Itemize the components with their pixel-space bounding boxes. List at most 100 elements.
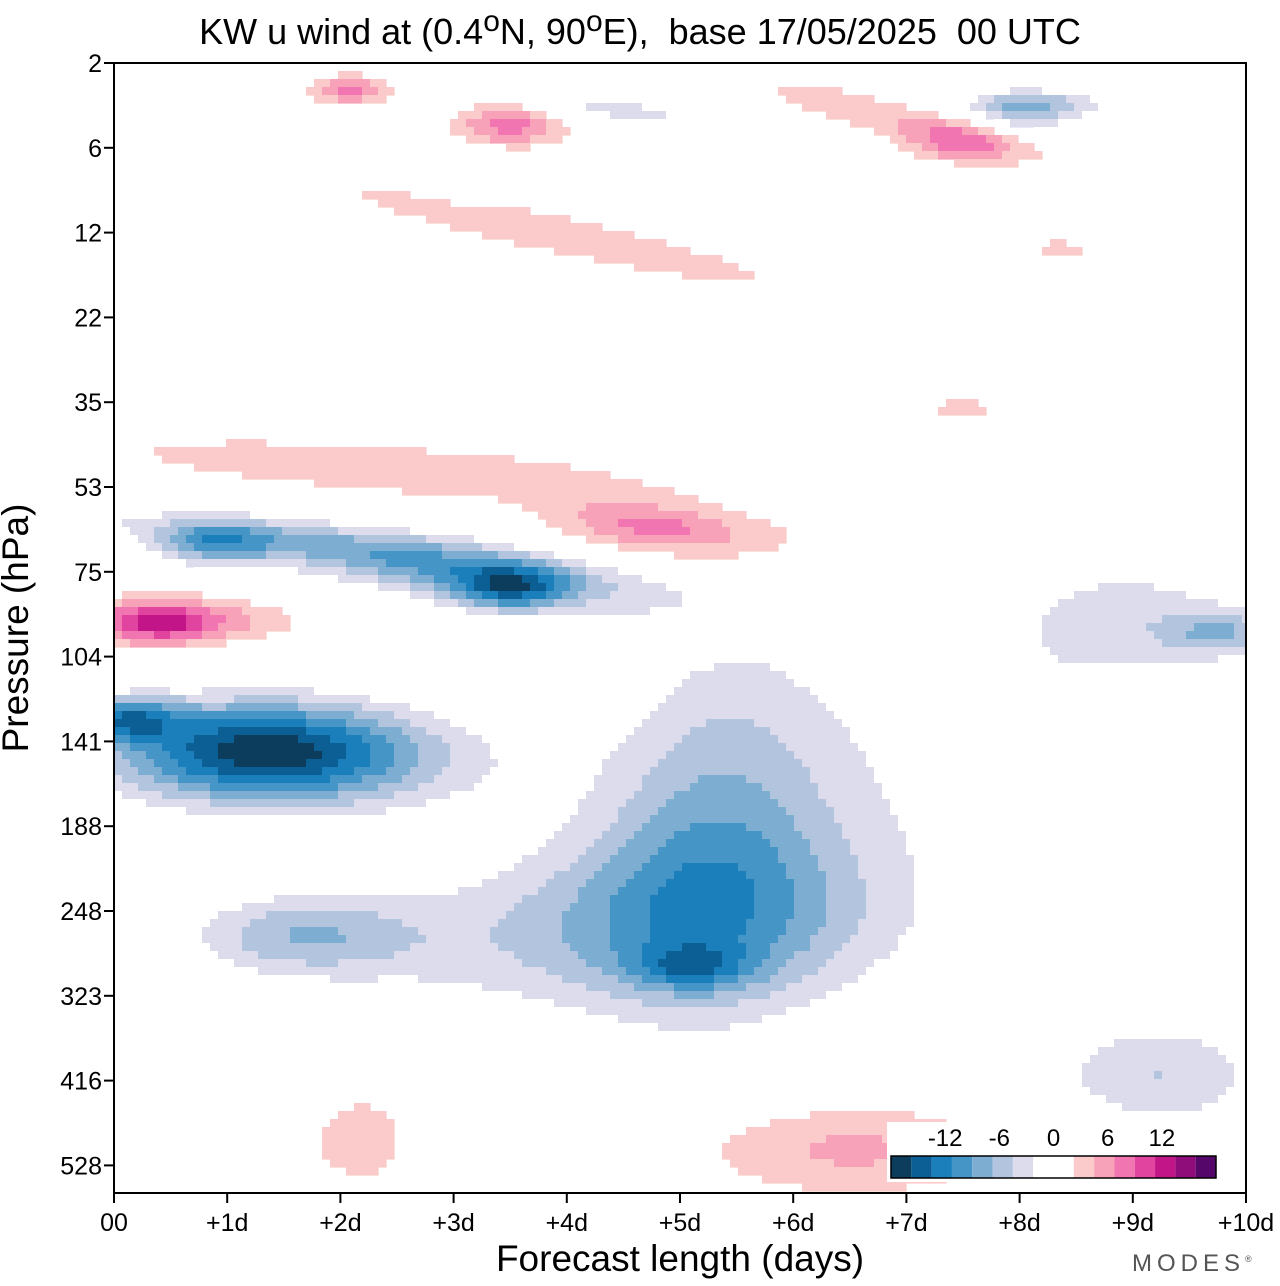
contour-cell <box>298 519 307 528</box>
contour-cell <box>514 463 523 472</box>
contour-cell <box>1050 671 1059 680</box>
contour-cell <box>498 607 507 616</box>
contour-cell <box>906 751 915 760</box>
contour-cell <box>138 695 147 704</box>
contour-cell <box>314 79 323 88</box>
contour-cell <box>466 455 475 464</box>
contour-cell <box>986 599 995 608</box>
contour-cell <box>354 87 363 96</box>
contour-cell <box>842 439 851 448</box>
contour-cell <box>562 759 571 768</box>
contour-cell <box>362 767 371 776</box>
contour-cell <box>450 575 459 584</box>
contour-cell <box>978 407 987 416</box>
contour-cell <box>570 487 579 496</box>
contour-cell <box>842 663 851 672</box>
contour-cell <box>970 791 979 800</box>
contour-cell <box>386 751 395 760</box>
contour-cell <box>482 135 491 144</box>
contour-cell <box>938 727 947 736</box>
contour-cell <box>1202 655 1211 664</box>
contour-cell <box>442 823 451 832</box>
contour-cell <box>922 791 931 800</box>
contour-cell <box>890 807 899 816</box>
contour-cell <box>490 167 499 176</box>
contour-cell <box>666 247 675 256</box>
contour-cell <box>466 215 475 224</box>
contour-cell <box>386 471 395 480</box>
contour-cell <box>778 735 787 744</box>
contour-cell <box>570 87 579 96</box>
contour-cell <box>746 703 755 712</box>
contour-cell <box>826 87 835 96</box>
contour-cell <box>666 735 675 744</box>
contour-cell <box>1026 743 1035 752</box>
contour-cell <box>602 799 611 808</box>
contour-cell <box>282 623 291 632</box>
contour-cell <box>314 751 323 760</box>
contour-cell <box>890 711 899 720</box>
contour-cell <box>306 759 315 768</box>
contour-cell <box>490 551 499 560</box>
contour-cell <box>1130 695 1139 704</box>
contour-cell <box>162 743 171 752</box>
contour-cell <box>898 111 907 120</box>
contour-cell <box>138 631 147 640</box>
contour-cell <box>706 119 715 128</box>
contour-cell <box>1074 719 1083 728</box>
contour-cell <box>826 751 835 760</box>
contour-cell <box>1154 591 1163 600</box>
contour-cell <box>514 767 523 776</box>
contour-cell <box>778 623 787 632</box>
contour-cell <box>386 455 395 464</box>
contour-cell <box>402 727 411 736</box>
contour-cell <box>898 671 907 680</box>
contour-cell <box>306 687 315 696</box>
contour-cell <box>1082 727 1091 736</box>
contour-cell <box>922 671 931 680</box>
contour-cell <box>242 719 251 728</box>
contour-cell <box>330 823 339 832</box>
contour-cell <box>850 815 859 824</box>
contour-cell <box>178 791 187 800</box>
contour-cell <box>866 783 875 792</box>
contour-cell <box>642 799 651 808</box>
contour-cell <box>354 519 363 528</box>
contour-cell <box>466 799 475 808</box>
contour-cell <box>306 535 315 544</box>
contour-cell <box>418 695 427 704</box>
contour-cell <box>1026 575 1035 584</box>
contour-cell <box>1050 759 1059 768</box>
contour-cell <box>626 495 635 504</box>
contour-cell <box>210 775 219 784</box>
contour-cell <box>314 559 323 568</box>
contour-cell <box>730 615 739 624</box>
contour-cell <box>170 591 179 600</box>
contour-cell <box>714 503 723 512</box>
contour-cell <box>666 103 675 112</box>
contour-cell <box>522 559 531 568</box>
contour-cell <box>466 559 475 568</box>
contour-cell <box>1146 599 1155 608</box>
contour-cell <box>514 615 523 624</box>
contour-cell <box>386 191 395 200</box>
contour-cell <box>466 807 475 816</box>
contour-cell <box>1050 751 1059 760</box>
contour-cell <box>658 591 667 600</box>
contour-cell <box>762 615 771 624</box>
contour-cell <box>850 727 859 736</box>
contour-cell <box>962 799 971 808</box>
contour-cell <box>1194 567 1203 576</box>
contour-cell <box>194 743 203 752</box>
contour-cell <box>218 823 227 832</box>
contour-cell <box>154 767 163 776</box>
contour-cell <box>1042 575 1051 584</box>
contour-cell <box>162 799 171 808</box>
contour-cell <box>1074 663 1083 672</box>
contour-cell <box>1178 647 1187 656</box>
contour-cell <box>322 127 331 136</box>
contour-cell <box>738 791 747 800</box>
contour-cell <box>698 631 707 640</box>
contour-cell <box>1114 679 1123 688</box>
contour-cell <box>1050 695 1059 704</box>
